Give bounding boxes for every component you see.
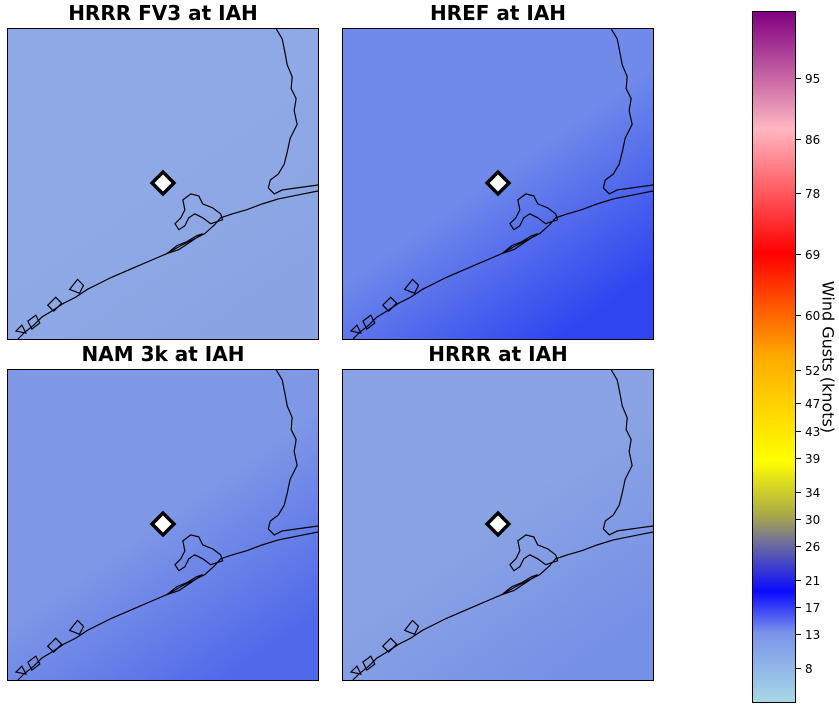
tick-mark — [796, 579, 801, 581]
colorbar-tick: 30 — [796, 513, 836, 527]
tick-label: 52 — [805, 363, 821, 378]
colorbar-label: Wind Gusts (knots) — [818, 280, 838, 434]
tick-label: 86 — [805, 132, 821, 147]
map-svg — [8, 370, 318, 680]
tick-label: 13 — [805, 628, 821, 643]
tick-label: 30 — [805, 512, 821, 527]
tick-label: 21 — [805, 573, 821, 588]
barrier-islands — [14, 233, 204, 334]
tick-label: 60 — [805, 309, 821, 324]
colorbar-tick: 39 — [796, 452, 836, 466]
wind-gust-map — [7, 28, 319, 340]
galveston-bay — [174, 193, 224, 231]
tick-label: 47 — [805, 397, 821, 412]
tick-mark — [796, 193, 801, 195]
colorbar-tick: 13 — [796, 628, 836, 642]
panel-title: HRRR FV3 at IAH — [68, 1, 258, 25]
tick-mark — [796, 634, 801, 636]
colorbar-gradient — [752, 11, 796, 703]
tick-mark — [796, 668, 801, 670]
diamond-marker — [149, 169, 177, 197]
tick-mark — [796, 369, 801, 371]
colorbar: 8 13 17 21 26 30 34 39 43 47 52 60 69 78 86 95 — [752, 11, 820, 703]
panel-title: NAM 3k at IAH — [81, 342, 245, 366]
colorbar-tick: 34 — [796, 486, 836, 500]
map-panel-nam-3k: NAM 3k at IAH — [7, 342, 319, 681]
colorbar-tick: 69 — [796, 248, 836, 262]
tick-mark — [796, 457, 801, 459]
coastline-east — [267, 370, 318, 536]
map-svg — [343, 370, 653, 680]
tick-mark — [796, 491, 801, 493]
tick-mark — [796, 403, 801, 405]
coastline-gulf — [352, 531, 653, 680]
map-panel-hrrr-fv3: HRRR FV3 at IAH — [7, 1, 319, 340]
tick-label: 26 — [805, 539, 821, 554]
tick-label: 78 — [805, 187, 821, 202]
coastline-gulf — [17, 190, 318, 339]
tick-label: 17 — [805, 601, 821, 616]
coastline-east — [602, 370, 653, 536]
colorbar-tick: 47 — [796, 397, 836, 411]
galveston-bay — [509, 534, 559, 572]
tick-mark — [796, 518, 801, 520]
colorbar-tick: 8 — [796, 662, 836, 676]
colorbar-tick: 95 — [796, 72, 836, 86]
colorbar-tick: 26 — [796, 540, 836, 554]
wind-gust-map — [342, 28, 654, 340]
tick-mark — [796, 254, 801, 256]
tick-label: 8 — [805, 662, 813, 677]
map-svg — [343, 29, 653, 339]
panel-title: HREF at IAH — [429, 1, 567, 25]
wind-gust-map — [342, 369, 654, 681]
colorbar-tick: 52 — [796, 364, 836, 378]
tick-mark — [796, 607, 801, 609]
coastline-east — [267, 29, 318, 195]
panel-title: HRRR at IAH — [428, 342, 568, 366]
tick-label: 69 — [805, 248, 821, 263]
colorbar-tick: 21 — [796, 574, 836, 588]
tick-mark — [796, 77, 801, 79]
tick-label: 39 — [805, 451, 821, 466]
tick-label: 95 — [805, 71, 821, 86]
tick-label: 43 — [805, 424, 821, 439]
map-panel-hrrr: HRRR at IAH — [342, 342, 654, 681]
galveston-bay — [174, 534, 224, 572]
coastline-gulf — [352, 190, 653, 339]
tick-mark — [796, 545, 801, 547]
map-panel-href: HREF at IAH — [342, 1, 654, 340]
tick-mark — [796, 138, 801, 140]
diamond-marker — [484, 510, 512, 538]
galveston-bay — [509, 193, 559, 231]
coastline-east — [602, 29, 653, 195]
colorbar-tick: 86 — [796, 133, 836, 147]
barrier-islands — [349, 574, 539, 675]
diamond-marker — [149, 510, 177, 538]
tick-mark — [796, 430, 801, 432]
barrier-islands — [14, 574, 204, 675]
colorbar-tick: 78 — [796, 187, 836, 201]
barrier-islands — [349, 233, 539, 334]
coastline-gulf — [17, 531, 318, 680]
tick-mark — [796, 315, 801, 317]
colorbar-tick: 43 — [796, 425, 836, 439]
colorbar-tick: 60 — [796, 309, 836, 323]
diamond-marker — [484, 169, 512, 197]
tick-label: 34 — [805, 485, 821, 500]
colorbar-tick: 17 — [796, 601, 836, 615]
map-svg — [8, 29, 318, 339]
wind-gust-map — [7, 369, 319, 681]
